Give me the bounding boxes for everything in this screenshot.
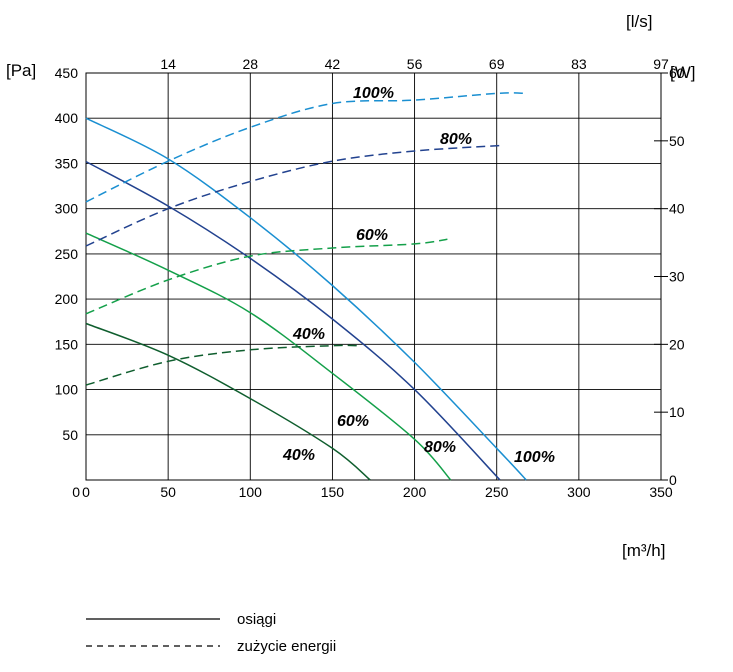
y-right-tick-label: 0 (669, 472, 677, 488)
x-top-axis-label: [l/s] (626, 12, 652, 31)
power-curve-label-80: 80% (440, 131, 472, 148)
x-tick-label: 50 (160, 484, 176, 500)
curve-labels: 100% 80% 60% 40% 100% 80% 60% 40% (282, 85, 555, 466)
x-tick-label: 0 (82, 484, 90, 500)
x-tick-label: 300 (567, 484, 591, 500)
x-axis-label: [m³/h] (622, 541, 665, 560)
x-tick-label: 350 (649, 484, 673, 500)
y-tick-label: 350 (55, 155, 79, 171)
x-top-tick-label: 97 (653, 56, 669, 72)
power-curve-label-60: 60% (356, 227, 388, 244)
x-top-tick-label: 56 (407, 56, 423, 72)
x-tick-label: 250 (485, 484, 509, 500)
x-top-tick-label: 83 (571, 56, 587, 72)
power-curve-label-100: 100% (353, 85, 394, 102)
performance-curve-80 (85, 160, 501, 481)
legend-dashed-label: zużycie energii (237, 638, 336, 655)
y-right-tick-label: 10 (669, 404, 685, 420)
x-top-tick-label: 14 (160, 56, 176, 72)
y-tick-label: 100 (55, 382, 79, 398)
y-tick-label: 450 (55, 65, 79, 81)
x-tick-label: 100 (239, 484, 263, 500)
performance-curve-40 (85, 322, 371, 481)
y-right-tick-label: 30 (669, 269, 685, 285)
y-tick-label: 300 (55, 201, 79, 217)
y-tick-label: 0 (72, 484, 80, 500)
x-top-tick-label: 69 (489, 56, 505, 72)
y-axis-label: [Pa] (6, 61, 36, 80)
power-curve-80 (85, 144, 501, 247)
y-tick-label: 150 (55, 336, 79, 352)
power-curve-40 (85, 344, 359, 386)
performance-curve-label-40: 40% (282, 447, 315, 464)
curves (85, 92, 527, 481)
x-top-tick-label: 28 (242, 56, 258, 72)
y-right-tick-label: 60 (669, 65, 685, 81)
power-curve-100 (85, 92, 527, 203)
legend: osiągi zużycie energii (86, 611, 336, 655)
y-tick-label: 200 (55, 291, 79, 307)
power-curve-60 (85, 238, 448, 315)
plot-frame (85, 72, 662, 481)
y-tick-label: 400 (55, 110, 79, 126)
legend-solid-label: osiągi (237, 611, 276, 628)
y-right-tick-label: 50 (669, 133, 685, 149)
performance-curve-100 (85, 117, 527, 481)
performance-curve-label-80: 80% (424, 439, 456, 456)
y-right-tick-label: 20 (669, 336, 685, 352)
y-right-tick-label: 40 (669, 201, 685, 217)
performance-curve-60 (85, 232, 452, 481)
y-tick-label: 250 (55, 246, 79, 262)
performance-curve-label-60: 60% (337, 413, 369, 430)
x-top-tick-label: 42 (325, 56, 341, 72)
x-tick-label: 200 (403, 484, 427, 500)
grid (85, 72, 668, 481)
performance-curve-label-100: 100% (514, 449, 555, 466)
y-tick-label: 50 (62, 427, 78, 443)
power-curve-label-40: 40% (292, 326, 325, 343)
y-right-axis-label: [W] (670, 63, 696, 82)
x-tick-label: 150 (321, 484, 345, 500)
